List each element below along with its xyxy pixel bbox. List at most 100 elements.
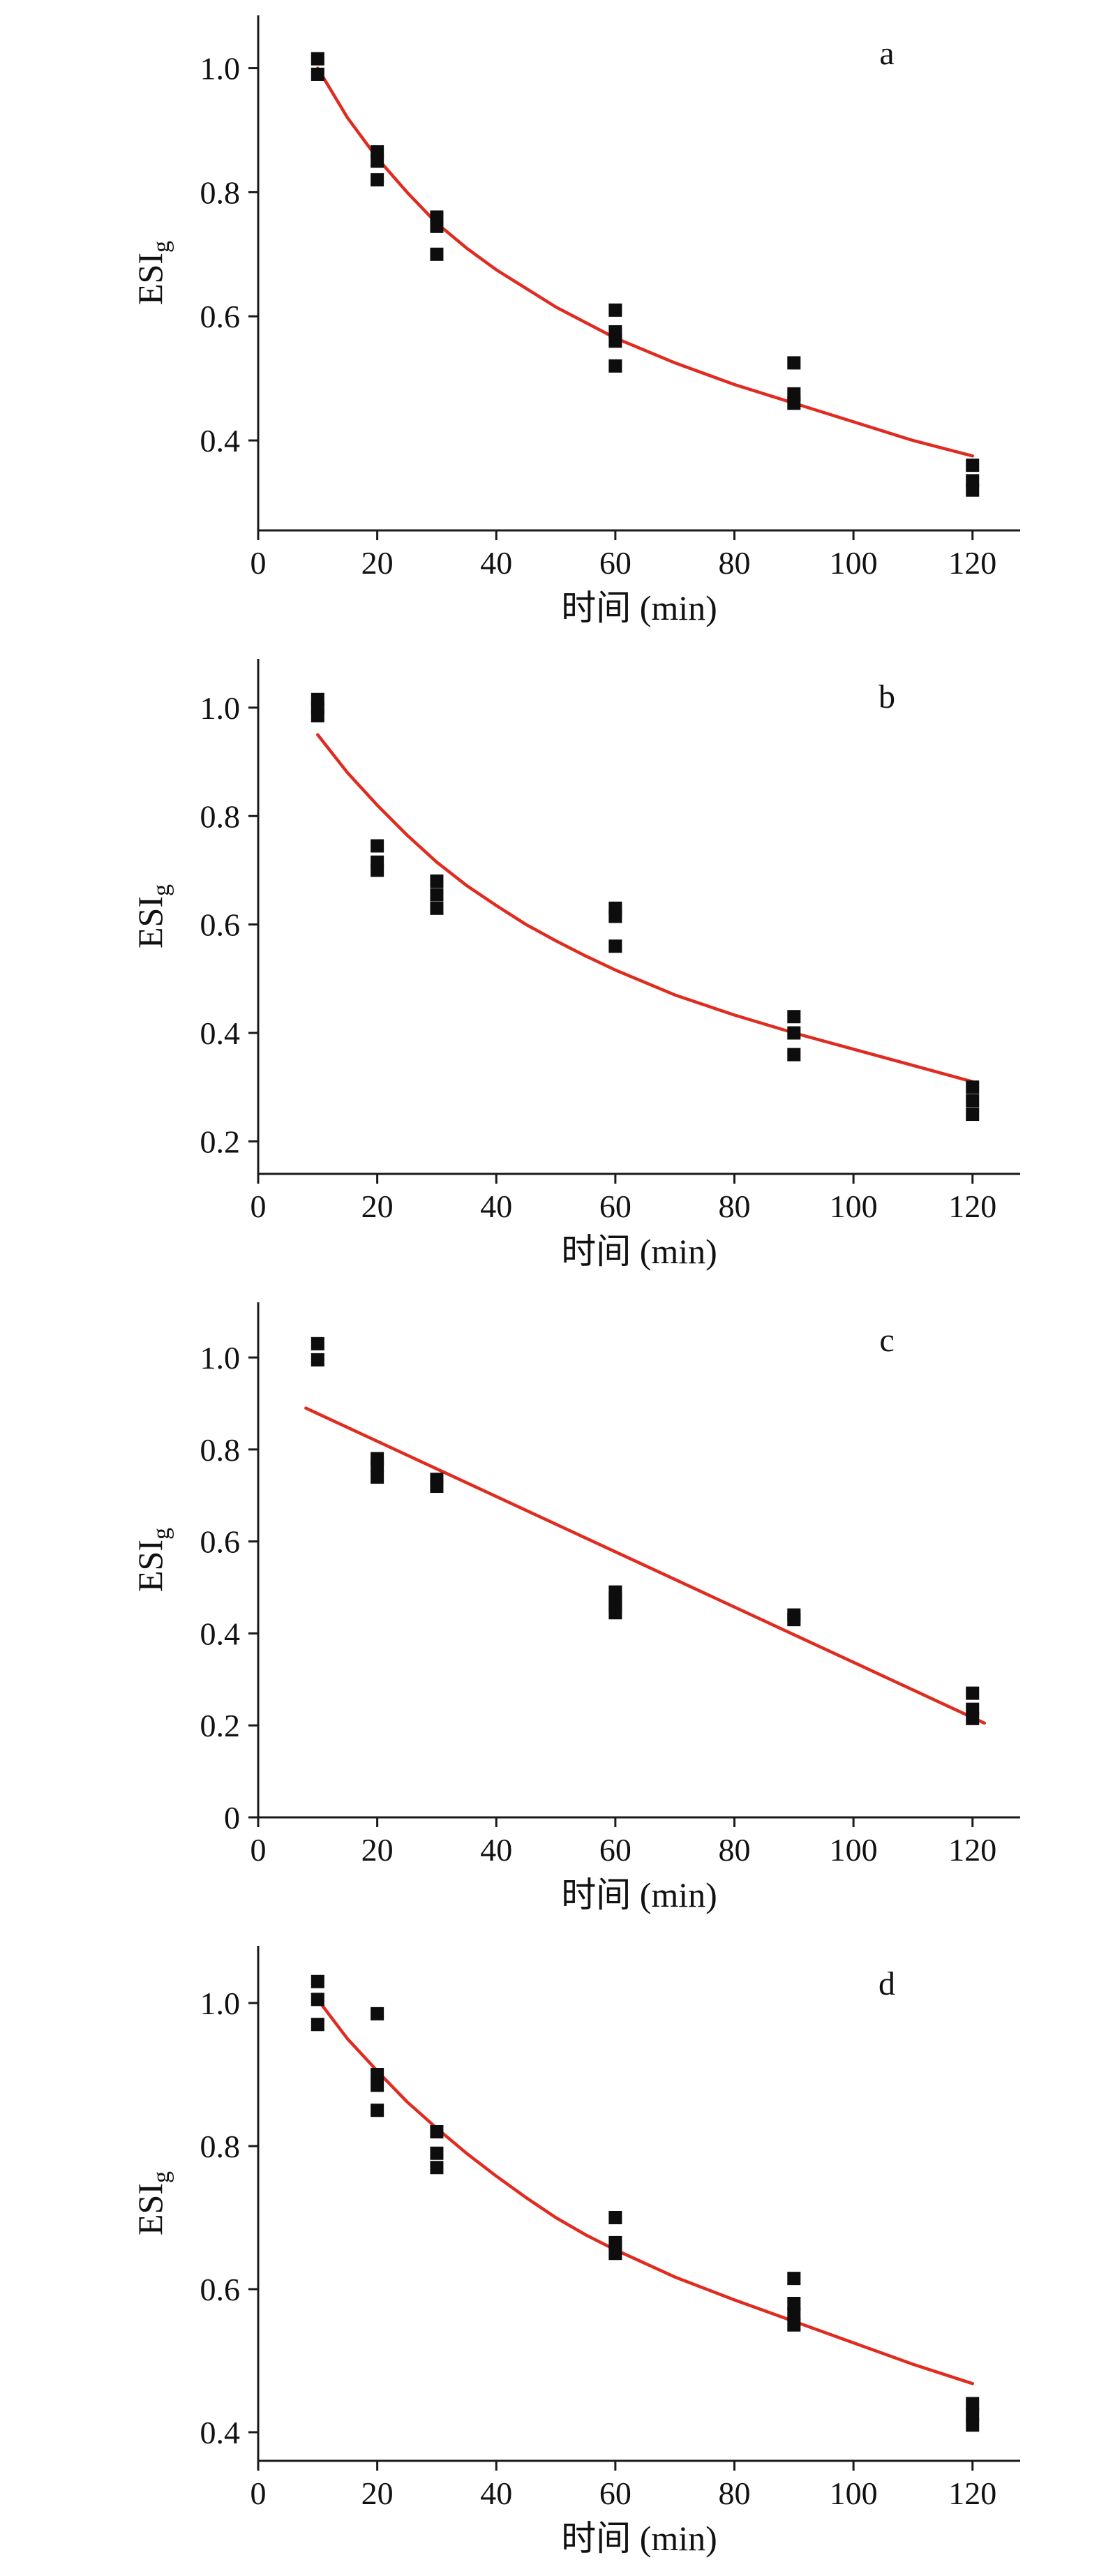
data-point (430, 2125, 444, 2138)
data-point (608, 334, 622, 348)
y-axis-title: ESIg (130, 1528, 174, 1592)
x-tick-label: 0 (251, 1189, 267, 1224)
y-tick-label: 0.2 (200, 1708, 241, 1743)
chart-panel-d: 0 20 40 60 80 100 120 0.4 0.6 0.8 1.0 d 时间 (min) ESIg (0, 1930, 1099, 2574)
chart-svg-d: 0 20 40 60 80 100 120 0.4 0.6 0.8 1.0 d 时间 (min) ESIg (130, 1946, 1020, 2558)
y-tick-label: 0 (224, 1800, 240, 1836)
y-tick-label: 0.4 (200, 2415, 241, 2450)
fit-curve (316, 1997, 975, 2385)
data-point (371, 173, 384, 187)
x-tick-label: 40 (480, 2476, 512, 2511)
chart-panel-b: 0 20 40 60 80 100 120 0.2 0.4 0.6 0.8 1.0 b 时间 (min) E… (0, 643, 1099, 1287)
data-point (371, 154, 384, 168)
data-point (966, 1094, 980, 1108)
y-axis-title: ESIg (130, 2171, 174, 2235)
data-point (787, 1613, 801, 1627)
data-point (787, 2272, 801, 2286)
x-axis-title: 时间 (min) (561, 2519, 717, 2558)
data-point (787, 2318, 801, 2332)
data-point (311, 67, 324, 81)
y-axis-title-subscript: g (149, 241, 174, 253)
panel-label: b (879, 678, 895, 715)
data-point (608, 2247, 622, 2261)
y-axis-title-subscript: g (149, 2171, 174, 2183)
data-point (371, 2007, 384, 2020)
fit-curve (316, 66, 975, 458)
data-point (430, 901, 444, 915)
data-point (966, 2397, 980, 2411)
data-point (787, 2307, 801, 2321)
data-point (311, 1353, 324, 1367)
y-tick-label: 0.6 (200, 907, 241, 943)
chart-panel-a: 0 20 40 60 80 100 120 0.4 0.6 0.8 1.0 a 时间 (min) ESIg (0, 0, 1099, 643)
data-point (787, 2297, 801, 2310)
y-tick-label: 1.0 (200, 1986, 241, 2021)
data-point (430, 247, 444, 261)
x-tick-label: 40 (480, 1189, 512, 1224)
fit-curve (304, 1406, 987, 1725)
chart-svg-c: 0 20 40 60 80 100 120 0 0.2 0.4 0.6 0.8 1.0 c 时间 (min)… (130, 1302, 1020, 1914)
data-point (966, 1711, 980, 1725)
y-axis-title-subscript: g (149, 1528, 174, 1540)
x-tick-label: 80 (719, 1832, 751, 1868)
y-tick-label: 1.0 (200, 51, 241, 87)
data-point (966, 1686, 980, 1700)
data-point (311, 709, 324, 723)
data-point (371, 2104, 384, 2117)
y-axis-title-main: ESI (130, 896, 170, 948)
data-point (311, 52, 324, 66)
x-tick-label: 60 (599, 1832, 631, 1868)
y-axis-title-main: ESI (130, 253, 170, 305)
x-tick-label: 100 (830, 1189, 878, 1224)
data-point (371, 863, 384, 877)
y-tick-label: 0.8 (200, 2129, 241, 2164)
data-point (966, 483, 980, 497)
data-point (311, 2018, 324, 2032)
data-point (371, 839, 384, 853)
data-point (966, 1080, 980, 1094)
x-tick-label: 80 (719, 545, 751, 581)
x-tick-label: 100 (830, 1832, 878, 1868)
x-tick-label: 20 (361, 545, 394, 581)
data-point (430, 888, 444, 902)
y-tick-label: 0.8 (200, 1432, 241, 1468)
x-tick-label: 20 (361, 2476, 394, 2511)
x-tick-label: 40 (480, 545, 512, 581)
data-point (787, 396, 801, 410)
x-tick-label: 80 (719, 2476, 751, 2511)
data-point (608, 2235, 622, 2249)
x-tick-label: 100 (830, 2476, 878, 2511)
data-point (608, 939, 622, 953)
y-tick-label: 1.0 (200, 1340, 241, 1376)
x-axis-title: 时间 (min) (561, 1232, 717, 1271)
data-point (608, 303, 622, 317)
data-point (608, 909, 622, 923)
y-axis-title: ESIg (130, 884, 174, 948)
data-point (966, 2418, 980, 2432)
data-point (430, 874, 444, 888)
x-tick-label: 120 (948, 1832, 996, 1868)
data-point (608, 2211, 622, 2224)
x-tick-label: 0 (251, 2476, 267, 2511)
y-tick-label: 0.4 (200, 1616, 241, 1651)
x-tick-label: 80 (719, 1189, 751, 1224)
x-tick-label: 0 (251, 545, 267, 581)
x-tick-label: 120 (948, 2476, 996, 2511)
x-tick-label: 60 (599, 1189, 631, 1224)
y-tick-label: 0.4 (200, 1015, 241, 1051)
data-point (787, 1048, 801, 1062)
x-tick-label: 20 (361, 1189, 394, 1224)
y-axis-title-main: ESI (130, 1540, 170, 1592)
data-point (371, 2078, 384, 2092)
data-point (371, 1470, 384, 1484)
data-point (608, 359, 622, 373)
panel-label: c (879, 1322, 894, 1359)
data-point (311, 1337, 324, 1350)
y-axis-title-main: ESI (130, 2183, 170, 2235)
y-tick-label: 0.6 (200, 299, 241, 334)
data-point (608, 1606, 622, 1620)
y-tick-label: 0.4 (200, 423, 241, 459)
data-point (430, 2146, 444, 2160)
data-point (371, 2068, 384, 2081)
